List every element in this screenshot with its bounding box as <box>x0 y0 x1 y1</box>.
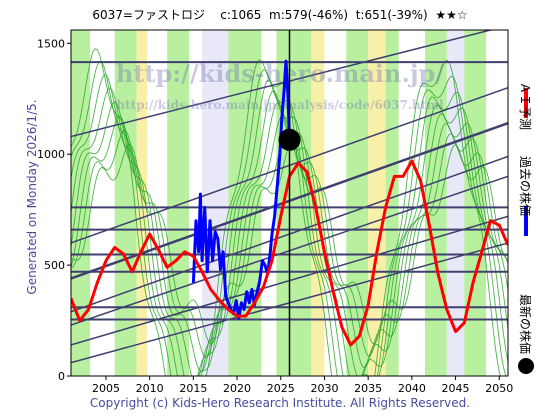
bg-band <box>90 30 115 376</box>
legend-ai-label: ＡＩ予測 <box>518 82 532 130</box>
x-tick-label: 2030 <box>310 382 338 395</box>
x-tick-label: 2015 <box>179 382 207 395</box>
rating-stars: ★★☆ <box>435 8 468 22</box>
legend-ai-swatch <box>524 88 528 118</box>
plot-frame <box>70 29 509 377</box>
bg-band <box>71 30 91 376</box>
latest-price-marker <box>278 128 301 151</box>
y-tick-label: 0 <box>58 370 65 383</box>
bg-band <box>346 30 369 376</box>
legend-past-label: 過去の株価 <box>518 156 533 216</box>
x-tick-label: 2040 <box>398 382 426 395</box>
bg-band <box>167 30 189 376</box>
legend-past: 過去の株価 <box>518 156 533 236</box>
x-tick-label: 2045 <box>442 382 470 395</box>
y-tick-label: 500 <box>44 259 65 272</box>
legend-latest: 最新の株価 <box>518 294 534 374</box>
copyright: Copyright (c) Kids-Hero Research Institu… <box>89 396 471 410</box>
legend-latest-marker <box>518 358 534 374</box>
past-price-line <box>191 59 291 320</box>
generated-date: Generated on Monday 2026/1/5. <box>25 99 39 295</box>
watermark-main: http://kids-hero.main.jp/ <box>116 59 444 88</box>
ticker: 6037=ファストロジ <box>92 8 205 22</box>
y-tick-label: 1000 <box>37 148 65 161</box>
legend-latest-label: 最新の株価 <box>518 294 533 354</box>
x-tick-label: 2050 <box>485 382 513 395</box>
y-tick-label: 1500 <box>37 37 65 50</box>
bg-band <box>188 30 203 376</box>
legend-past-swatch <box>524 206 528 236</box>
watermark-sub: http://kids-hero.main.jp/analysis/code/6… <box>116 98 444 112</box>
bg-band <box>446 30 465 376</box>
x-tick-label: 2025 <box>267 382 295 395</box>
x-tick-label: 2035 <box>354 382 382 395</box>
bg-band <box>311 30 325 376</box>
current-price: c:1065 <box>220 8 262 22</box>
m-value: m:579(-46%) <box>269 8 349 22</box>
chart-header: 6037=ファストロジ c:1065 m:579(-46%) t:651(-39… <box>0 6 560 23</box>
t-value: t:651(-39%) <box>355 8 428 22</box>
x-tick-label: 2020 <box>223 382 251 395</box>
x-tick-label: 2005 <box>92 382 120 395</box>
x-tick-label: 2010 <box>136 382 164 395</box>
legend-ai: ＡＩ予測 <box>518 82 532 130</box>
